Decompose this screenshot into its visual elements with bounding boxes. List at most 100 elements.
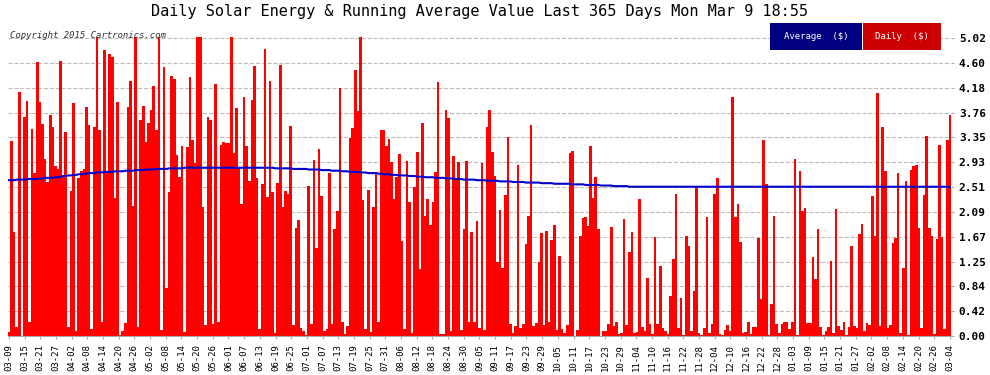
Bar xyxy=(75,331,77,336)
Bar xyxy=(719,334,721,336)
Bar xyxy=(194,163,196,336)
Bar xyxy=(80,171,82,336)
Bar xyxy=(714,194,716,336)
Bar xyxy=(928,228,931,336)
Bar xyxy=(271,192,274,336)
Bar xyxy=(230,36,233,336)
Bar xyxy=(752,327,754,336)
Bar xyxy=(342,322,344,336)
Bar xyxy=(69,191,72,336)
Bar xyxy=(228,143,230,336)
Bar xyxy=(740,242,742,336)
Bar xyxy=(651,333,654,336)
Bar xyxy=(132,206,135,336)
Bar xyxy=(82,169,85,336)
Bar xyxy=(775,324,778,336)
Bar xyxy=(631,232,634,336)
Bar xyxy=(292,325,295,336)
Bar xyxy=(318,149,321,336)
Bar xyxy=(698,333,701,336)
Bar xyxy=(677,328,680,336)
Bar xyxy=(475,221,478,336)
Bar xyxy=(268,81,271,336)
Bar xyxy=(356,111,359,336)
Bar xyxy=(664,331,667,336)
Bar xyxy=(948,114,951,336)
Bar xyxy=(923,195,926,336)
Bar xyxy=(152,86,155,336)
Bar xyxy=(853,326,855,336)
Bar xyxy=(626,326,628,336)
Bar xyxy=(372,207,374,336)
Bar xyxy=(613,326,615,336)
Bar xyxy=(308,186,310,336)
Bar xyxy=(336,211,339,336)
Bar xyxy=(274,333,276,336)
Bar xyxy=(703,328,706,336)
Bar xyxy=(140,120,142,336)
Bar xyxy=(538,262,541,336)
Bar xyxy=(918,228,920,336)
Bar xyxy=(334,229,336,336)
Bar xyxy=(419,269,421,336)
Bar xyxy=(807,322,809,336)
Bar xyxy=(101,322,103,336)
Bar xyxy=(809,323,812,336)
Bar xyxy=(639,199,641,336)
Bar xyxy=(762,140,765,336)
Bar xyxy=(780,324,783,336)
Bar xyxy=(892,243,894,336)
Bar xyxy=(520,328,522,336)
Bar xyxy=(592,198,594,336)
Bar xyxy=(454,180,457,336)
Bar xyxy=(483,330,486,336)
Bar xyxy=(478,328,481,336)
Bar xyxy=(266,197,268,336)
Bar xyxy=(693,291,695,336)
Bar xyxy=(374,172,377,336)
Bar xyxy=(202,207,204,336)
Bar xyxy=(794,159,796,336)
Bar xyxy=(767,335,770,336)
Bar xyxy=(199,36,202,336)
Bar xyxy=(747,322,749,336)
Bar xyxy=(54,166,56,336)
Bar xyxy=(876,93,879,336)
Bar xyxy=(209,120,212,336)
Bar xyxy=(116,102,119,336)
Bar xyxy=(323,331,326,336)
Bar xyxy=(31,129,34,336)
Bar xyxy=(734,217,737,336)
Bar xyxy=(445,110,447,336)
Bar xyxy=(344,334,346,336)
Bar xyxy=(830,261,833,336)
Bar xyxy=(842,322,845,336)
Bar xyxy=(749,334,752,336)
Bar xyxy=(88,125,90,336)
Bar xyxy=(561,329,563,336)
Bar xyxy=(889,326,892,336)
Bar xyxy=(522,324,525,336)
Bar xyxy=(685,236,687,336)
Bar xyxy=(51,128,54,336)
Bar xyxy=(313,160,315,336)
Bar xyxy=(605,331,608,336)
Bar xyxy=(56,169,59,336)
Bar xyxy=(783,322,786,336)
Bar xyxy=(656,324,659,336)
Bar xyxy=(72,103,75,336)
Bar xyxy=(382,130,385,336)
Bar xyxy=(145,142,148,336)
Bar xyxy=(742,333,744,336)
Bar xyxy=(563,333,566,336)
Bar xyxy=(10,141,13,336)
Bar xyxy=(501,268,504,336)
Bar xyxy=(235,108,238,336)
Bar xyxy=(902,268,905,336)
Bar xyxy=(215,84,217,336)
Bar xyxy=(222,142,225,336)
Bar xyxy=(137,327,140,336)
Bar xyxy=(566,326,568,336)
Bar xyxy=(636,332,639,336)
Bar xyxy=(680,298,682,336)
